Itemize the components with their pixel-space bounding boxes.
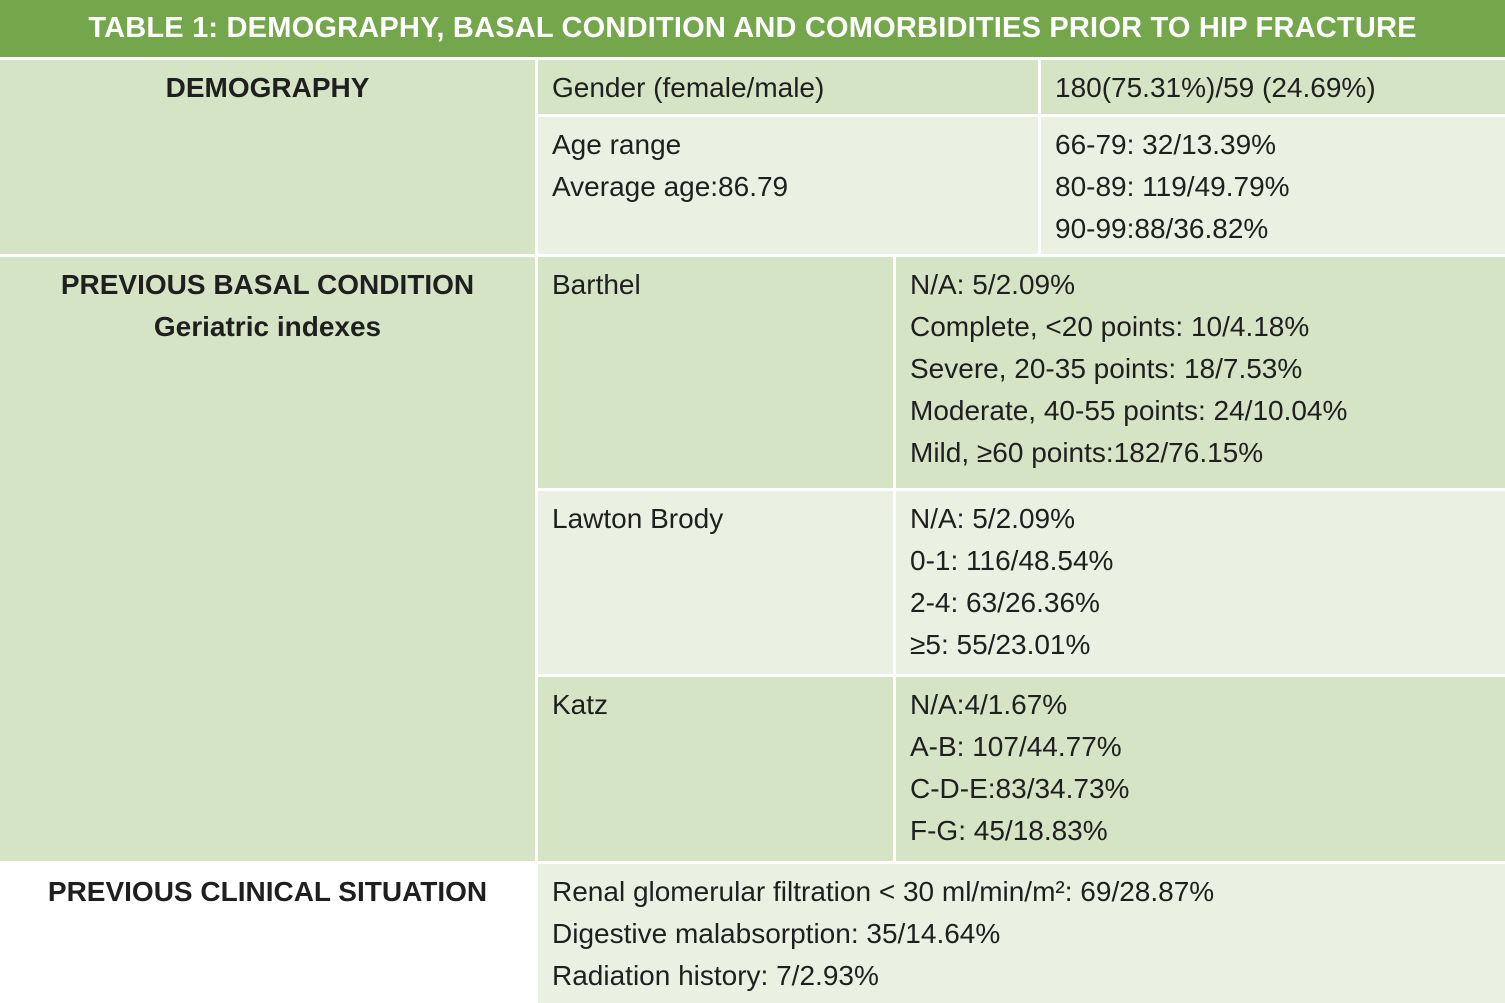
section-basal-sublabel: Geriatric indexes (153, 311, 382, 342)
gender-value: 180(75.31%)/59 (24.69%) (1055, 72, 1376, 103)
gender-label: Gender (female/male) (552, 72, 825, 103)
section-demography-cell: DEMOGRAPHY (0, 60, 535, 254)
barthel-value-line: Severe, 20-35 points: 18/7.53% (910, 353, 1303, 384)
lawton-label-cell: Lawton Brody (538, 491, 893, 674)
lawton-value-cell: N/A: 5/2.09% 0-1: 116/48.54% 2-4: 63/26.… (896, 491, 1505, 674)
katz-label: Katz (552, 689, 609, 720)
barthel-value-line: Moderate, 40-55 points: 24/10.04% (910, 395, 1348, 426)
average-age-label: Average age:86.79 (552, 171, 789, 202)
section-clinical-cell: PREVIOUS CLINICAL SITUATION (0, 864, 535, 1003)
clinical-value-line: Radiation history: 7/2.93% (552, 960, 879, 991)
lawton-value-line: 2-4: 63/26.36% (910, 587, 1100, 618)
lawton-value-line: N/A: 5/2.09% (910, 503, 1075, 534)
age-range-label: Age range (552, 129, 682, 160)
table-title: TABLE 1: DEMOGRAPHY, BASAL CONDITION AND… (88, 12, 1417, 44)
age-value-line: 66-79: 32/13.39% (1055, 129, 1277, 160)
age-value-cell: 66-79: 32/13.39% 80-89: 119/49.79% 90-99… (1041, 117, 1505, 254)
barthel-value-line: Mild, ≥60 points:182/76.15% (910, 437, 1264, 468)
lawton-label: Lawton Brody (552, 503, 724, 534)
gender-label-cell: Gender (female/male) (538, 60, 1038, 114)
clinical-value-cell: Renal glomerular filtration < 30 ml/min/… (538, 864, 1505, 1003)
section-basal-cell: PREVIOUS BASAL CONDITION Geriatric index… (0, 257, 535, 861)
table-body: DEMOGRAPHY Gender (female/male) 180(75.3… (0, 57, 1505, 1003)
barthel-label: Barthel (552, 269, 641, 300)
age-value-line: 90-99:88/36.82% (1055, 213, 1269, 244)
katz-label-cell: Katz (538, 677, 893, 861)
barthel-value-cell: N/A: 5/2.09% Complete, <20 points: 10/4.… (896, 257, 1505, 488)
clinical-value-line: Digestive malabsorption: 35/14.64% (552, 918, 1001, 949)
age-value-line: 80-89: 119/49.79% (1055, 171, 1290, 202)
katz-value-line: N/A:4/1.67% (910, 689, 1068, 720)
katz-value-cell: N/A:4/1.67% A-B: 107/44.77% C-D-E:83/34.… (896, 677, 1505, 861)
table-title-bar: TABLE 1: DEMOGRAPHY, BASAL CONDITION AND… (0, 0, 1505, 57)
clinical-value-line: Renal glomerular filtration < 30 ml/min/… (552, 876, 1215, 907)
katz-value-line: A-B: 107/44.77% (910, 731, 1122, 762)
barthel-value-line: Complete, <20 points: 10/4.18% (910, 311, 1310, 342)
section-basal-label: PREVIOUS BASAL CONDITION (60, 269, 475, 300)
barthel-value-line: N/A: 5/2.09% (910, 269, 1075, 300)
age-label-cell: Age range Average age:86.79 (538, 117, 1038, 254)
lawton-value-line: ≥5: 55/23.01% (910, 629, 1091, 660)
barthel-label-cell: Barthel (538, 257, 893, 488)
katz-value-line: F-G: 45/18.83% (910, 815, 1108, 846)
lawton-value-line: 0-1: 116/48.54% (910, 545, 1114, 576)
section-demography-label: DEMOGRAPHY (165, 72, 370, 103)
gender-value-cell: 180(75.31%)/59 (24.69%) (1041, 60, 1505, 114)
section-clinical-label: PREVIOUS CLINICAL SITUATION (47, 876, 488, 907)
katz-value-line: C-D-E:83/34.73% (910, 773, 1130, 804)
